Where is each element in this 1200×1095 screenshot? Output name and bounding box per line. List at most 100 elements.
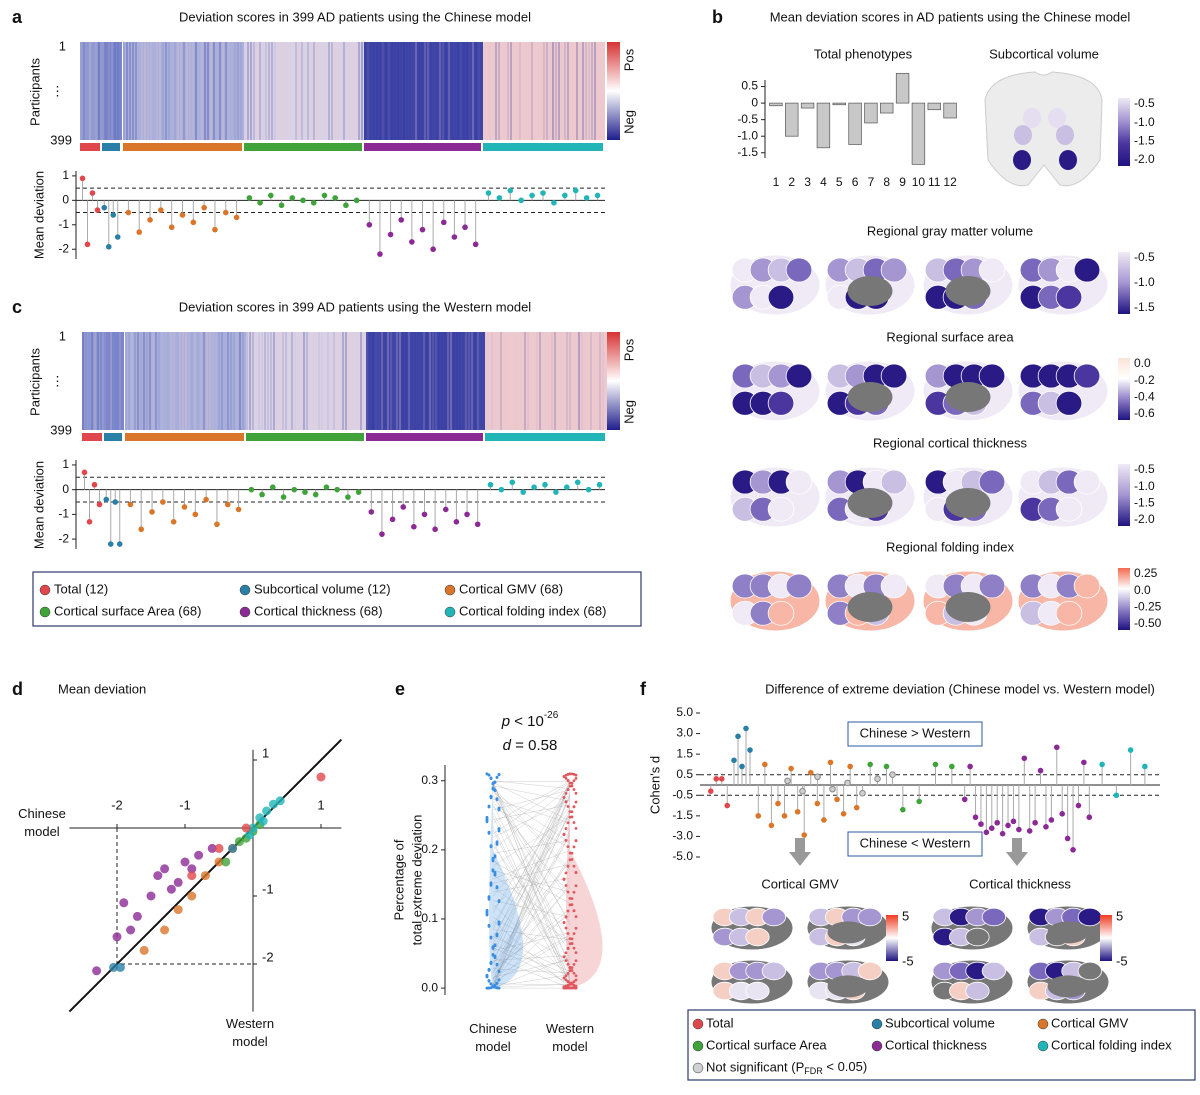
lollipop-dot (377, 251, 383, 257)
heatmap-texture (300, 332, 302, 430)
heatmap-texture (561, 42, 563, 140)
pair-line (492, 850, 571, 880)
x-tick-label: 1 (773, 175, 780, 189)
lollipop-dot (801, 832, 808, 838)
strip-point (566, 932, 570, 935)
lollipop-dot (136, 229, 143, 235)
heatmap-texture (354, 332, 356, 430)
brain-region (981, 907, 1006, 927)
strip-point (566, 947, 570, 950)
legend-label: Cortical GMV (68) (459, 581, 563, 596)
lollipop-dot (874, 775, 881, 783)
heatmap-texture (206, 332, 208, 430)
heatmap-texture (180, 42, 182, 140)
lollipop-dot (594, 192, 601, 199)
group-bar (485, 433, 605, 441)
pair-line (492, 883, 571, 984)
lollipop-dot (707, 788, 714, 794)
lollipop-dot (978, 821, 984, 827)
heatmap-texture (155, 332, 157, 430)
heatmap-texture (255, 332, 257, 430)
x-tick-label: 11 (928, 175, 941, 189)
strip-point (566, 980, 570, 983)
annotation-box (847, 721, 983, 747)
heatmap-texture (521, 332, 523, 430)
heatmap-texture (361, 42, 363, 140)
strip-point (566, 805, 570, 808)
legend-label: Cortical surface Area (706, 1037, 827, 1052)
colorbar-label: Pos (621, 338, 636, 361)
heatmap-texture (411, 332, 413, 430)
heatmap-texture (294, 332, 296, 430)
lollipop-dot (96, 501, 103, 508)
heatmap-texture (135, 42, 137, 140)
bar (785, 102, 799, 137)
lollipop-dot (847, 763, 853, 770)
heatmap-texture (150, 42, 152, 140)
heatmap-texture (488, 332, 490, 430)
heatmap-texture (528, 42, 530, 140)
scatter-point (316, 772, 326, 782)
heatmap-texture (102, 42, 104, 140)
lollipop-dot (781, 813, 788, 819)
heatmap-texture (212, 332, 214, 430)
heatmap-texture (536, 332, 538, 430)
heatmap-texture (277, 42, 279, 140)
scatter-point (153, 871, 163, 881)
lollipop-dot (160, 499, 166, 505)
heatmap-texture (198, 42, 200, 140)
heatmap-texture (409, 42, 411, 140)
brain-region (880, 469, 908, 495)
heatmap-texture (144, 42, 146, 140)
lollipop-dot (201, 204, 207, 211)
brain-medial (827, 921, 869, 944)
heatmap-texture (319, 42, 321, 140)
strip-point (574, 915, 578, 919)
pair-line (492, 796, 571, 955)
group-bar (123, 143, 242, 151)
heatmap-texture (420, 332, 422, 430)
panel-letter: f (640, 679, 647, 699)
lollipop-dot (248, 486, 255, 493)
y-axis-label: Mean deviation (31, 171, 46, 259)
strip-point (564, 827, 568, 830)
heatmap-texture (126, 42, 128, 140)
scatter-point (214, 857, 224, 867)
strip-point (491, 868, 495, 872)
lollipop-dot (127, 501, 134, 508)
heatmap-texture (185, 332, 187, 430)
heatmap-texture (444, 332, 446, 430)
annotation-box (847, 831, 983, 857)
lollipop-dot (509, 479, 516, 486)
heatmap-texture (285, 332, 287, 430)
heatmap-texture (516, 42, 518, 140)
brain-region (767, 390, 795, 416)
strip-point (485, 908, 489, 912)
row-label: 399 (50, 132, 72, 147)
strip-point (562, 878, 566, 881)
strip-point (574, 826, 578, 830)
strip-point (574, 978, 578, 982)
strip-point (493, 780, 497, 784)
strip-point (564, 926, 568, 930)
lollipop-dot (462, 224, 468, 231)
heatmap-texture (147, 42, 149, 140)
strip-point (493, 943, 497, 947)
heatmap-texture (588, 42, 590, 140)
pair-line (492, 784, 571, 964)
heatmap-texture (442, 42, 444, 140)
heatmap-texture (405, 332, 407, 430)
colorbar-label: 0.25 (1134, 566, 1158, 580)
heatmap-texture (558, 42, 560, 140)
strip-point (572, 821, 576, 824)
heatmap-texture (439, 42, 441, 140)
heatmap-texture (474, 332, 476, 430)
heatmap-texture (540, 42, 542, 140)
heatmap-texture (292, 42, 294, 140)
brain-region (767, 496, 795, 522)
y-tick-label: -0.5 (737, 112, 758, 126)
heatmap-texture (289, 42, 291, 140)
strip-point (568, 937, 572, 941)
lollipop-dot (731, 757, 737, 764)
heatmap-texture (478, 42, 480, 140)
